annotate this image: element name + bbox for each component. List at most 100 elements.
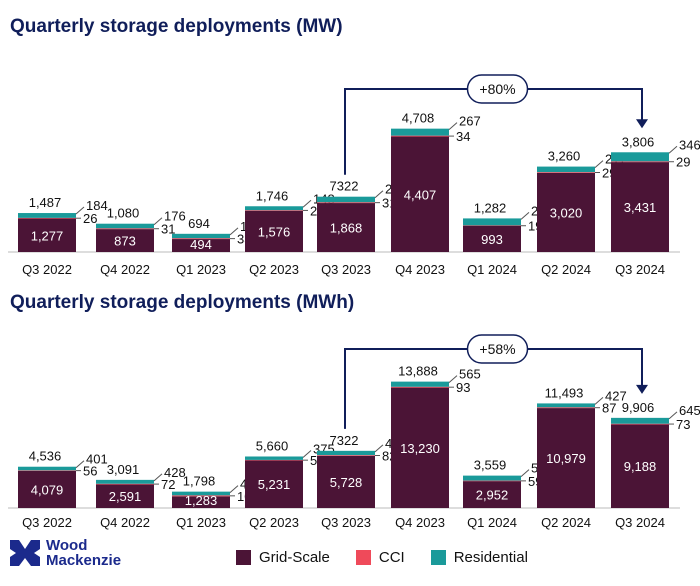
chart-0-bar-cci-6 [463,225,521,226]
chart-0-leader-res-2 [229,227,239,236]
chart-1-category-1: Q4 2022 [100,515,150,530]
chart-0-category-0: Q3 2022 [22,262,72,277]
chart-legend: Grid-Scale CCI Residential [236,549,554,566]
chart-0-label-total-7: 3,260 [548,149,581,164]
chart-0-bar-cci-2 [172,238,230,240]
chart-0-category-5: Q4 2023 [395,262,445,277]
chart-0-bar-grid-3 [245,210,303,252]
chart-0-leader-res-1 [153,217,163,226]
chart-0-category-8: Q3 2024 [615,262,665,277]
chart-1-bar-res-7 [537,403,595,408]
chart-1-category-8: Q3 2024 [615,515,665,530]
chart-0-label-cci-0: 26 [83,211,97,226]
chart-title-mw: Quarterly storage deployments (MW) [10,16,343,37]
chart-0-bar-grid-0 [18,218,76,252]
chart-0-label-grid-5: 4,407 [404,187,437,202]
chart-1-label-grid-2: 1,283 [185,493,218,508]
chart-1-label-cci-8: 73 [676,417,690,432]
legend-item-cci: CCI [355,549,405,566]
chart-0-bar-res-6 [463,218,521,226]
chart-1-label-grid-4: 5,728 [330,475,363,490]
chart-0-label-total-3: 1,746 [256,188,289,203]
chart-1-growth-pill [466,334,529,364]
chart-0-leader-res-8 [668,145,678,154]
chart-0-label-grid-0: 1,277 [31,228,64,243]
legend-swatch-residential [430,550,446,565]
chart-0-bar-res-8 [611,152,669,162]
chart-1-label-res-5: 565 [459,367,481,382]
chart-1-leader-res-1 [153,473,163,482]
chart-1-leader-res-5 [448,375,458,383]
chart-0-label-total-0: 1,487 [29,195,62,210]
chart-1-bar-res-4 [317,450,375,456]
chart-1-leader-res-6 [520,469,530,477]
chart-1-label-grid-6: 2,952 [476,488,509,503]
chart-1-bar-cci-4 [317,455,375,456]
chart-title-mwh: Quarterly storage deployments (MWh) [10,292,355,313]
chart-1-leader-res-8 [668,411,678,420]
chart-0-bar-cci-7 [537,172,595,173]
chart-0-category-7: Q2 2024 [541,262,591,277]
chart-1-category-7: Q2 2024 [541,515,591,530]
chart-1-label-total-1: 3,091 [107,462,140,477]
chart-1-category-5: Q4 2023 [395,515,445,530]
chart-1-leader-res-4 [374,444,384,453]
chart-0-label-res-8: 346 [679,137,700,152]
chart-1-category-2: Q1 2023 [176,515,226,530]
chart-0-label-res-1: 176 [164,209,186,224]
chart-0-bar-cci-3 [245,210,303,211]
chart-0-bar-cci-8 [611,161,669,163]
chart-1-bar-res-5 [391,381,449,387]
chart-0-leader-res-5 [448,122,458,131]
chart-0-leader-res-7 [594,160,604,168]
chart-1-label-total-0: 4,536 [29,449,62,464]
chart-0-bar-cci-0 [18,217,76,219]
chart-1-bar-res-6 [463,475,521,481]
chart-0-category-2: Q1 2023 [176,262,226,277]
chart-0-bar-cci-1 [96,228,154,230]
chart-1-bar-cci-2 [172,495,230,497]
chart-1-label-cci-1: 72 [161,477,175,492]
chart-0-label-total-5: 4,708 [402,111,435,126]
chart-1-category-0: Q3 2022 [22,515,72,530]
chart-1-bar-cci-3 [245,459,303,461]
legend-label-residential: Residential [453,549,528,566]
chart-0-label-grid-6: 993 [481,232,503,247]
legend-swatch-cci [355,550,371,565]
chart-1-label-total-4: 7322 [330,433,359,448]
chart-1-category-3: Q2 2023 [249,515,299,530]
chart-1-bar-grid-4 [317,455,375,508]
chart-1-label-res-0: 401 [86,452,108,467]
chart-1-bar-cci-7 [537,407,595,409]
chart-1-label-cci-0: 56 [83,464,97,479]
chart-1-bar-res-0 [18,466,76,471]
chart-0-label-grid-3: 1,576 [258,224,291,239]
chart-0-category-6: Q1 2024 [467,262,517,277]
chart-1-leader-res-0 [75,460,85,469]
chart-1-bar-cci-5 [391,386,449,388]
chart-1-label-cci-7: 87 [602,401,616,416]
chart-1-growth-label: +58% [479,341,515,357]
chart-0-bar-res-3 [245,206,303,211]
wood-mackenzie-logo-icon [10,540,40,566]
chart-1-bar-grid-8 [611,424,669,508]
chart-1-label-res-7: 427 [605,388,627,403]
chart-0-leader-res-6 [520,212,530,220]
chart-0-growth-pill [466,74,529,104]
chart-0-bar-res-1 [96,223,154,229]
chart-1-growth-arrow-head [636,384,648,394]
chart-0-label-grid-1: 873 [114,234,136,249]
chart-0-label-grid-7: 3,020 [550,205,583,220]
legend-label-grid-scale: Grid-Scale [259,549,330,566]
chart-1-bar-cci-0 [18,470,76,471]
logo-line-1: Wood [46,537,88,554]
chart-1-label-grid-7: 10,979 [546,451,586,466]
chart-1-bar-grid-6 [463,481,521,508]
chart-0-bar-grid-8 [611,162,669,252]
chart-1-label-total-3: 5,660 [256,438,289,453]
chart-0-label-res-5: 267 [459,114,481,129]
chart-1-bar-grid-1 [96,484,154,508]
legend-item-residential: Residential [430,549,528,566]
chart-0-bar-cci-5 [391,135,449,137]
chart-0-label-res-0: 184 [86,198,108,213]
